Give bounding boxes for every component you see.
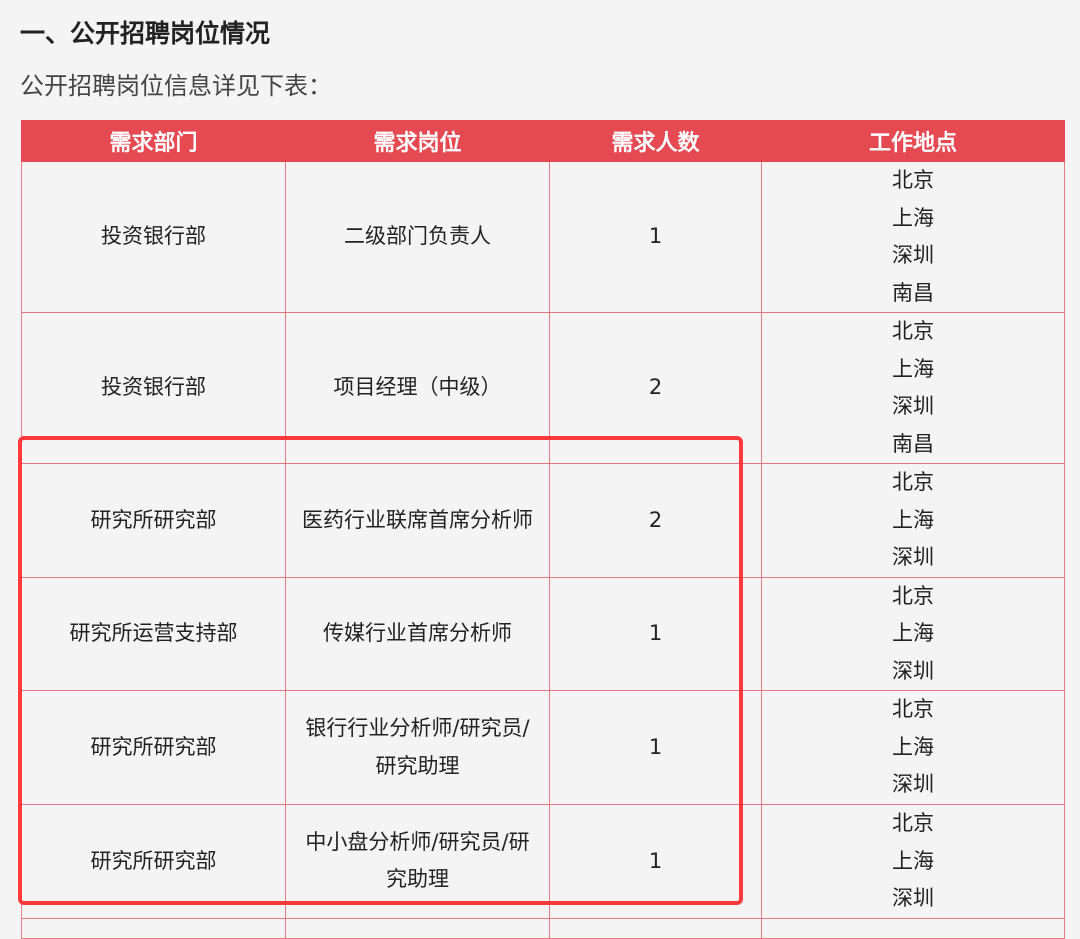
location-item: 上海: [892, 507, 934, 532]
cell-location: 北京 上海 深圳 南昌: [761, 161, 1065, 313]
cell-position-text: 二级部门负责人: [344, 224, 491, 249]
cell-count-text: 1: [648, 734, 663, 759]
cell-dept-text: 研究所研究部: [90, 507, 217, 532]
table-header-row: 需求部门 需求岗位 需求人数 工作地点: [21, 120, 1065, 162]
location-item: 深圳: [892, 772, 934, 797]
cell-position-text: 中小盘分析师/研究员/研究助理: [305, 829, 530, 892]
cell-count: 2: [549, 312, 762, 464]
cell-count: 2: [549, 463, 762, 578]
cell-position: 项目经理（中级）: [285, 312, 550, 464]
cell-location: 北京 上海 深圳: [761, 576, 1065, 691]
cell-location: 北京 上海 深圳: [761, 690, 1065, 805]
cell-count-text: 1: [648, 848, 663, 873]
location-item: 深圳: [892, 394, 934, 418]
table-row: 投资银行部 项目经理（中级） 2 北京上海深圳南昌: [21, 312, 1065, 464]
cell-position: 中小盘分析师/研究员/研究助理: [285, 804, 550, 919]
location-item: 上海: [892, 356, 934, 381]
location-item: 上海: [892, 734, 934, 759]
location-item: 上海: [892, 621, 934, 645]
cell-position-text: 医药行业联席首席分析师: [302, 507, 533, 532]
cell-dept: 研究所运营支持部: [21, 576, 286, 691]
cell-location: 北京 上海 深圳: [761, 804, 1065, 919]
header-position: 需求岗位: [285, 120, 550, 162]
cell-count: 1: [549, 161, 762, 313]
cell-dept-text: 研究所研究部: [90, 848, 217, 873]
table-row: 投资银行部 二级部门负责人 1 北京上海深圳南昌: [21, 161, 1065, 313]
cell-position: 二级部门负责人: [285, 161, 550, 313]
table-row: 研究所研究部 银行行业分析师/研究员/研究助理 1 北京上海深圳: [21, 690, 1065, 805]
empty-cell: [285, 917, 550, 939]
cell-location: 北京 上海 深圳 南昌: [761, 312, 1065, 464]
header-count: 需求人数: [549, 120, 762, 162]
location-item: 深圳: [892, 886, 934, 910]
cell-dept: 研究所研究部: [21, 463, 286, 578]
table-row: 研究所研究部 医药行业联席首席分析师 2 北京上海深圳: [21, 463, 1065, 578]
cell-count-text: 1: [648, 224, 663, 249]
positions-table: 需求部门 需求岗位 需求人数 工作地点 投资银行部 二级部门负责人 1 北京 上海 深圳南…: [21, 120, 1065, 939]
cell-dept: 投资银行部: [21, 312, 286, 464]
section-subtitle: 公开招聘岗位信息详见下表：: [20, 72, 332, 100]
location-item: 深圳: [892, 545, 934, 569]
location-item: 北京: [892, 697, 934, 722]
empty-cell: [761, 917, 1065, 939]
cell-dept: 投资银行部: [21, 161, 286, 313]
cell-position-text: 银行行业分析师/研究员/研究助理: [305, 716, 530, 778]
location-item: 南昌: [892, 431, 934, 456]
empty-cell: [21, 917, 286, 939]
cell-dept-text: 研究所研究部: [90, 734, 217, 759]
location-item: 北京: [892, 583, 934, 608]
cell-position: 医药行业联席首席分析师: [285, 463, 550, 578]
cell-dept: 研究所研究部: [21, 804, 286, 919]
location-item: 南昌: [892, 280, 934, 305]
location-item: 深圳: [892, 243, 934, 267]
location-item: 深圳: [892, 658, 934, 683]
table-row-partial: [21, 917, 1065, 939]
cell-position: 银行行业分析师/研究员/研究助理: [285, 690, 550, 805]
location-item: 北京: [892, 319, 934, 343]
cell-location: 北京 上海 深圳: [761, 463, 1065, 578]
cell-dept: 研究所研究部: [21, 690, 286, 805]
section-heading: 一、公开招聘岗位情况: [20, 19, 271, 48]
cell-count: 1: [549, 804, 762, 919]
cell-count-text: 2: [648, 375, 663, 400]
cell-position-text: 传媒行业首席分析师: [323, 621, 512, 645]
location-item: 北京: [892, 168, 934, 192]
cell-count: 1: [549, 690, 762, 805]
location-item: 北京: [892, 470, 934, 494]
cell-position-text: 项目经理（中级）: [333, 375, 502, 400]
location-item: 上海: [892, 205, 934, 230]
location-item: 上海: [892, 848, 934, 873]
cell-dept-text: 投资银行部: [101, 224, 206, 249]
table-row: 研究所运营支持部 传媒行业首席分析师 1 北京上海深圳: [21, 576, 1065, 691]
cell-count-text: 1: [648, 621, 663, 645]
cell-dept-text: 投资银行部: [101, 375, 206, 400]
empty-cell: [549, 917, 762, 939]
cell-count: 1: [549, 576, 762, 691]
cell-count-text: 2: [648, 507, 663, 532]
header-dept: 需求部门: [21, 120, 286, 162]
location-item: 北京: [892, 811, 934, 835]
cell-dept-text: 研究所运营支持部: [69, 621, 238, 645]
table-row: 研究所研究部 中小盘分析师/研究员/研究助理 1 北京上海深圳: [21, 804, 1065, 919]
header-location: 工作地点: [761, 120, 1065, 162]
cell-position: 传媒行业首席分析师: [285, 576, 550, 691]
